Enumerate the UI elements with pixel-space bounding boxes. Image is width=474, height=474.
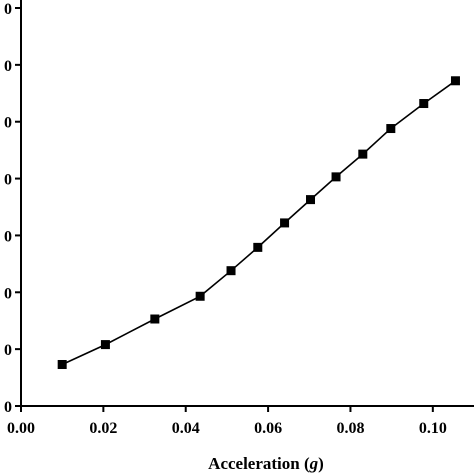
- tick-marks: [15, 7, 434, 412]
- data-point: [226, 266, 236, 276]
- x-tick-label: 0.06: [254, 420, 282, 437]
- y-tick-label: 0: [4, 285, 12, 302]
- y-tick-label: 0: [4, 342, 12, 359]
- y-tick-label: 0: [4, 58, 12, 75]
- y-tick-label: 0: [4, 399, 12, 416]
- data-point: [253, 242, 263, 252]
- data-point: [100, 340, 110, 350]
- y-tick-label: 0: [4, 115, 12, 132]
- x-tick-label: 0.10: [419, 420, 447, 437]
- x-tick-label: 0.02: [89, 420, 117, 437]
- tick-labels: 0.00 0.02 0.04 0.06 0.08 0.10 0 0 0 0 0 0 0 0: [4, 1, 447, 437]
- y-tick-label: 0: [4, 172, 12, 189]
- data-point: [450, 76, 460, 86]
- series-line: [61, 80, 456, 366]
- data-point: [150, 314, 160, 324]
- y-tick-label: 0: [4, 1, 12, 18]
- data-point: [57, 359, 67, 369]
- x-axis-title: Acceleration (g): [208, 454, 324, 473]
- data-point: [419, 99, 429, 109]
- data-point: [331, 172, 341, 182]
- x-tick-label: 0.08: [336, 420, 364, 437]
- data-point: [358, 149, 368, 159]
- data-point: [195, 291, 205, 301]
- x-tick-label: 0.00: [7, 420, 35, 437]
- data-series: [57, 76, 460, 369]
- data-point: [280, 218, 290, 228]
- y-tick-label: 0: [4, 228, 12, 245]
- x-tick-label: 0.04: [172, 420, 200, 437]
- data-point: [306, 195, 316, 205]
- axes: [20, 0, 474, 407]
- data-point: [386, 124, 396, 134]
